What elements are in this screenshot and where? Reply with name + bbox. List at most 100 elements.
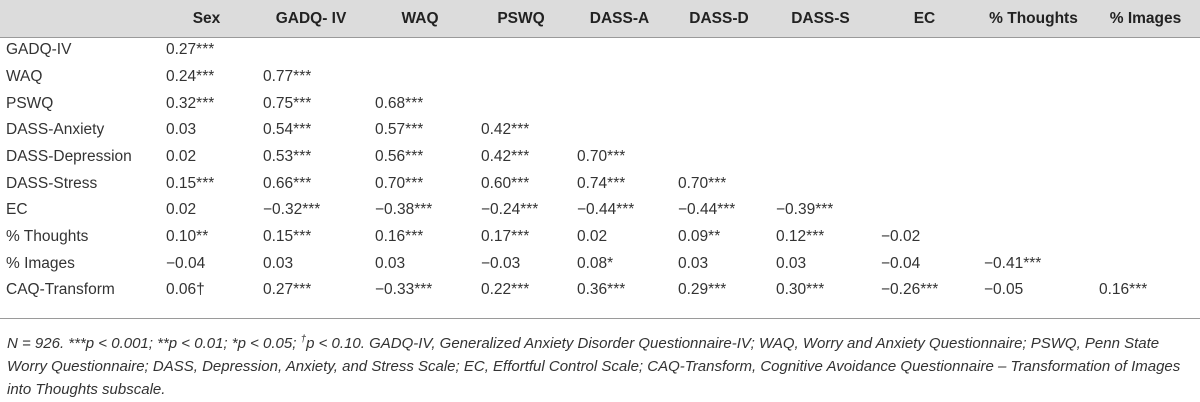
table-cell [768, 37, 873, 64]
table-cell [569, 90, 670, 117]
row-label: % Thoughts [6, 228, 89, 246]
column-header: PSWQ [497, 9, 545, 27]
table-cell: −0.33*** [375, 280, 433, 298]
table-cell [873, 117, 976, 144]
table-cell [670, 64, 768, 91]
table-cell [873, 144, 976, 171]
table-cell: 0.03 [263, 254, 294, 272]
table-cell: 0.68*** [375, 94, 424, 112]
table-cell: −0.26*** [881, 280, 939, 298]
table-cell: 0.57*** [375, 121, 424, 139]
table-cell: 0.66*** [263, 174, 312, 192]
table-cell: 0.42*** [481, 121, 530, 139]
column-header: DASS-D [689, 9, 749, 27]
table-cell: −0.44*** [577, 201, 635, 219]
table-cell [976, 170, 1091, 197]
table-cell [473, 37, 569, 64]
row-label: WAQ [6, 68, 43, 86]
table-cell [569, 64, 670, 91]
table-cell [1091, 224, 1200, 251]
table-cell: 0.17*** [481, 228, 530, 246]
table-cell: 0.15*** [263, 228, 312, 246]
row-label: CAQ-Transform [6, 280, 115, 298]
table-cell [473, 90, 569, 117]
table-row: DASS-Anxiety 0.03 0.54*** 0.57*** 0.42*** [0, 117, 1200, 144]
table-cell: 0.02 [577, 228, 608, 246]
dagger-symbol: † [300, 334, 307, 345]
column-header: % Images [1109, 9, 1182, 27]
table-cell [976, 197, 1091, 224]
table-cell: 0.22*** [481, 280, 530, 298]
column-header: Sex [192, 9, 221, 27]
column-header: DASS-A [589, 9, 650, 27]
row-label: DASS-Depression [6, 148, 132, 166]
table-cell: −0.39*** [776, 201, 834, 219]
table-cell: 0.06† [166, 280, 205, 298]
bottom-rule [0, 318, 1200, 319]
table-row: DASS-Stress 0.15*** 0.66*** 0.70*** 0.60*** 0… [0, 170, 1200, 197]
table-cell: 0.32*** [166, 94, 215, 112]
table-row: EC 0.02 −0.32*** −0.38*** −0.24*** −0.44*** −0… [0, 197, 1200, 224]
table-row: % Thoughts 0.10** 0.15*** 0.16*** 0.17*** 0.0… [0, 224, 1200, 251]
column-header: EC [913, 9, 936, 27]
footnote-part1: N = 926. ***p < 0.001; **p < 0.01; *p < … [7, 335, 301, 352]
table-cell [976, 90, 1091, 117]
row-label: EC [6, 201, 28, 219]
column-header: DASS-S [791, 9, 850, 27]
table-cell [1091, 117, 1200, 144]
table-body: GADQ-IV 0.27*** WAQ 0.24*** 0.77*** PSWQ 0.32*… [0, 37, 1200, 304]
table-cell: 0.30*** [776, 280, 825, 298]
table-cell: 0.09** [678, 228, 721, 246]
table-cell: 0.70*** [678, 174, 727, 192]
table-cell: 0.15*** [166, 174, 215, 192]
table-cell [670, 144, 768, 171]
table-row: WAQ 0.24*** 0.77*** [0, 64, 1200, 91]
table-cell: −0.44*** [678, 201, 736, 219]
table-cell: 0.16*** [1099, 280, 1148, 298]
table-cell: 0.77*** [263, 68, 312, 86]
table-row: PSWQ 0.32*** 0.75*** 0.68*** [0, 90, 1200, 117]
table-cell: 0.08* [577, 254, 614, 272]
table-cell [1091, 90, 1200, 117]
table-cell: 0.70*** [577, 148, 626, 166]
table-cell [255, 37, 367, 64]
table-cell [670, 37, 768, 64]
table-row: DASS-Depression 0.02 0.53*** 0.56*** 0.42***… [0, 144, 1200, 171]
header-rule [0, 37, 1200, 38]
table-cell: −0.02 [881, 228, 921, 246]
table-cell: 0.03 [166, 121, 197, 139]
table-cell: −0.04 [166, 254, 206, 272]
table-cell: 0.16*** [375, 228, 424, 246]
table-cell [1091, 144, 1200, 171]
table-cell: 0.27*** [166, 41, 215, 59]
table-row: GADQ-IV 0.27*** [0, 37, 1200, 64]
table-cell: −0.41*** [984, 254, 1042, 272]
table-cell [768, 90, 873, 117]
table-cell: 0.74*** [577, 174, 626, 192]
correlation-table: Sex GADQ- IV WAQ PSWQ DASS-A DASS-D DASS-S EC % … [0, 0, 1200, 304]
table-cell [367, 37, 473, 64]
table-cell [976, 144, 1091, 171]
table-cell: 0.75*** [263, 94, 312, 112]
table-cell: 0.56*** [375, 148, 424, 166]
table-row: % Images −0.04 0.03 0.03 −0.03 0.08* 0.03 0.03 −… [0, 251, 1200, 278]
table-cell: 0.02 [166, 148, 197, 166]
table-cell [873, 170, 976, 197]
column-header: WAQ [401, 9, 439, 27]
header-cell-blank [0, 0, 158, 37]
table-cell [976, 117, 1091, 144]
table-cell: 0.24*** [166, 68, 215, 86]
table-cell [873, 197, 976, 224]
table-cell [873, 64, 976, 91]
table-cell: 0.29*** [678, 280, 727, 298]
row-label: % Images [6, 254, 75, 272]
table-cell [976, 224, 1091, 251]
table-cell [873, 37, 976, 64]
row-label: GADQ-IV [6, 41, 72, 59]
table-cell: 0.53*** [263, 148, 312, 166]
table-row: CAQ-Transform 0.06† 0.27*** −0.33*** 0.22***… [0, 277, 1200, 304]
table-cell [670, 90, 768, 117]
column-header: GADQ- IV [275, 9, 347, 27]
table-cell: 0.03 [776, 254, 807, 272]
